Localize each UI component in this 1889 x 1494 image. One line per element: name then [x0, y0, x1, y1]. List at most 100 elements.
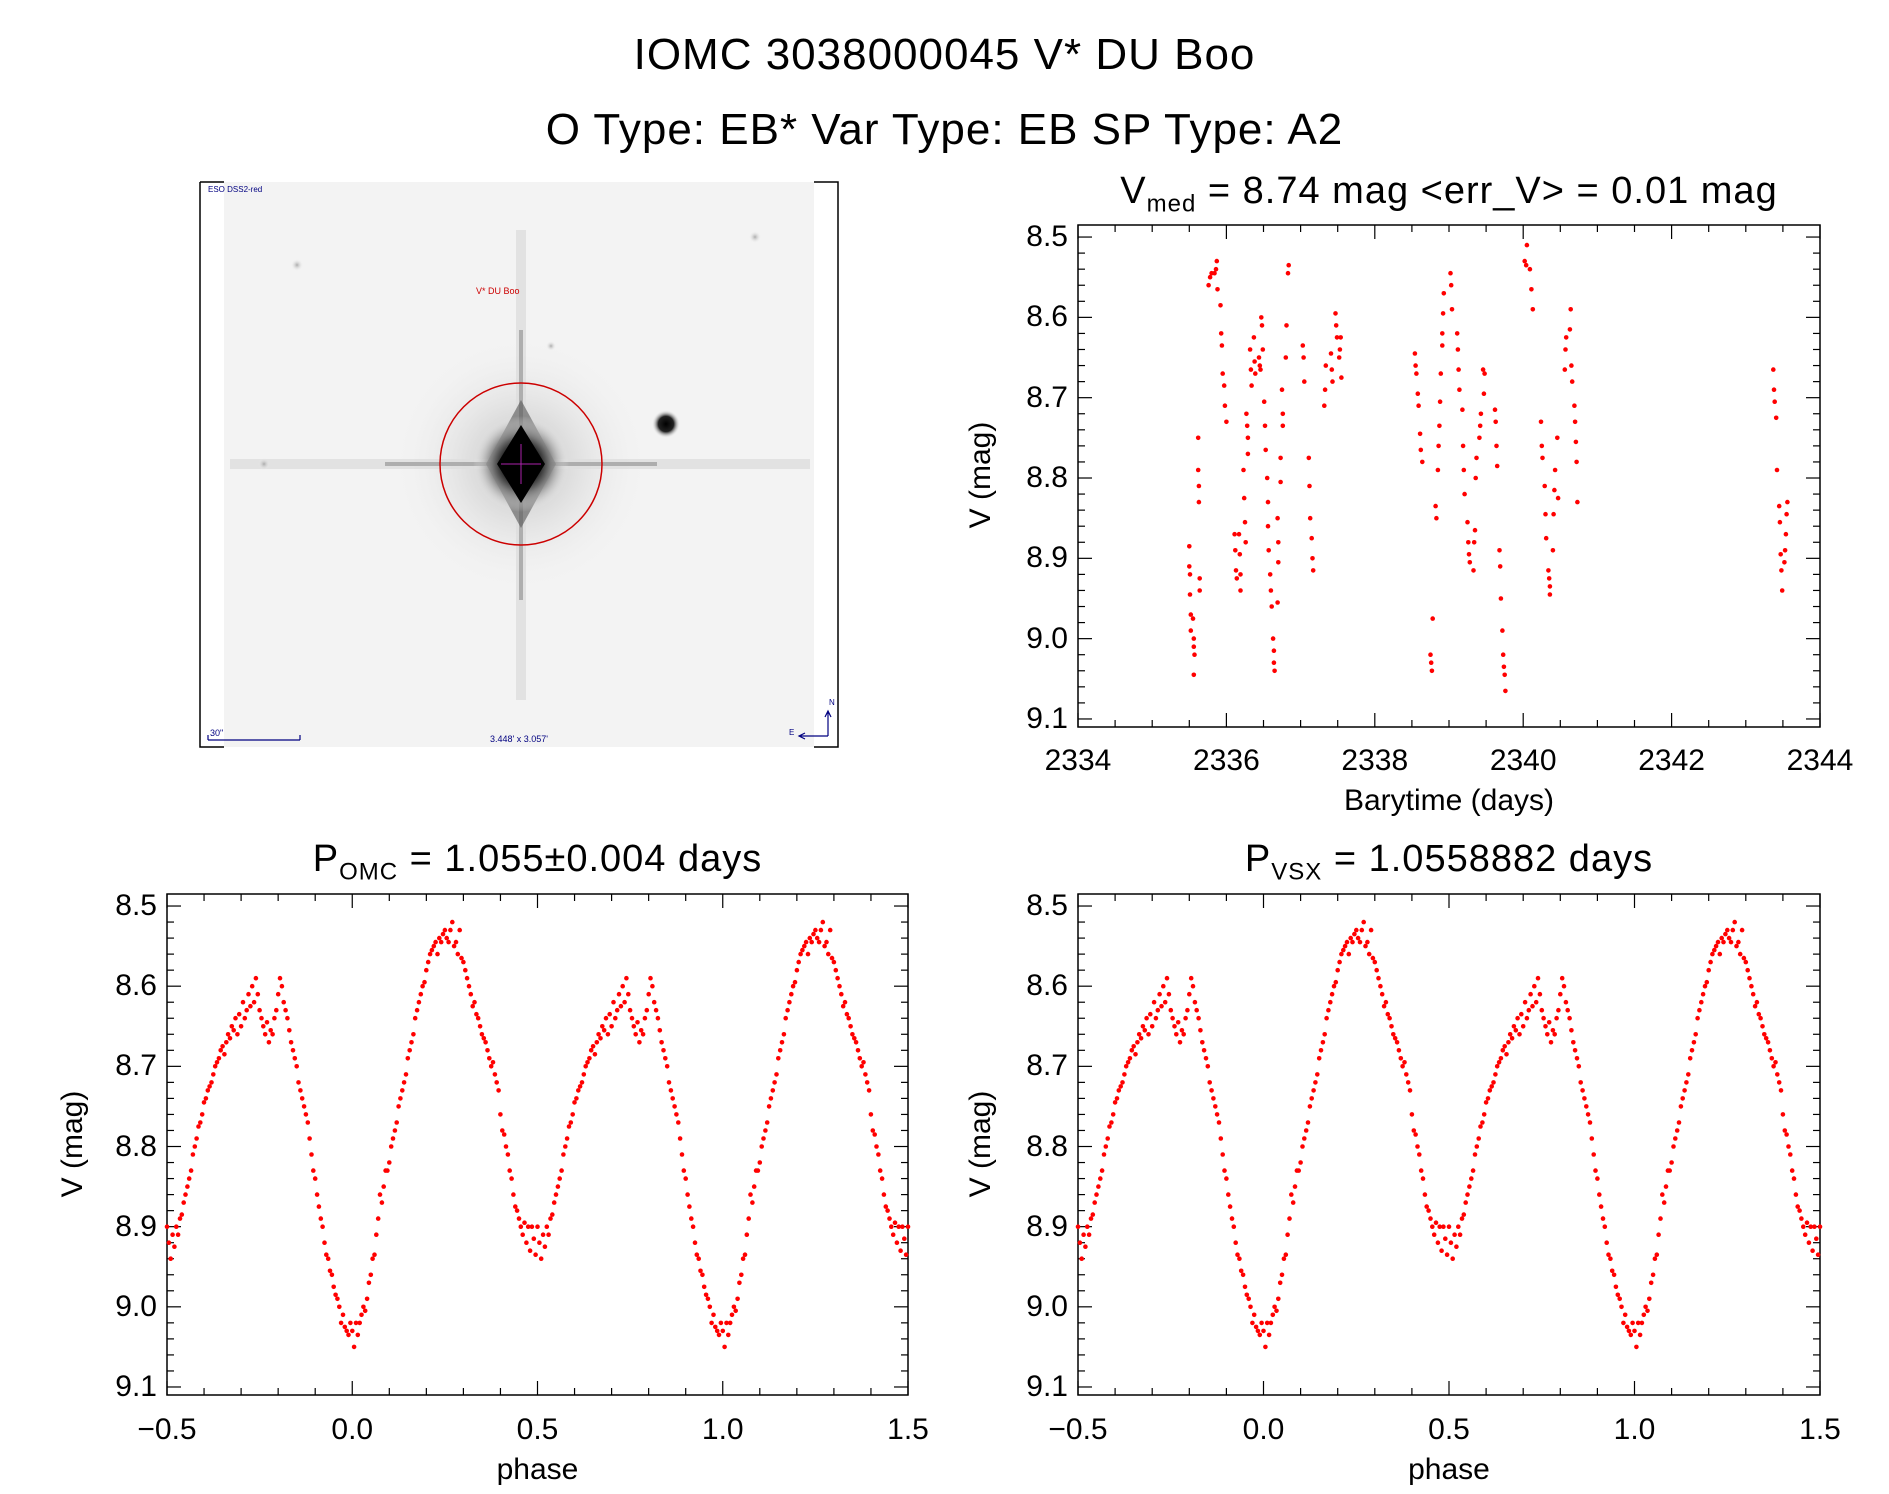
data-point [1138, 1036, 1144, 1041]
data-point [1635, 1320, 1641, 1326]
data-point [1259, 315, 1264, 320]
data-point [1075, 1224, 1081, 1229]
data-point [1502, 1044, 1507, 1049]
data-point [509, 1176, 514, 1181]
data-point [338, 1320, 344, 1326]
data-point [1276, 540, 1281, 545]
data-point [485, 1048, 490, 1053]
data-point [259, 1015, 264, 1021]
data-point [568, 1120, 574, 1125]
data-point [183, 1192, 188, 1197]
data-point [1461, 1212, 1467, 1217]
x-tick-label: 1.0 [1613, 1413, 1656, 1446]
data-point [829, 955, 835, 961]
y-tick-label: 8.9 [115, 1209, 157, 1243]
data-point [303, 1112, 309, 1117]
data-point [1322, 1032, 1327, 1037]
data-point [694, 1252, 700, 1257]
data-point [859, 1064, 864, 1069]
data-point [703, 1292, 709, 1298]
data-point [633, 1032, 638, 1037]
data-point [446, 939, 451, 945]
y-tick-label: 8.9 [1026, 1209, 1068, 1243]
data-point [1622, 1312, 1628, 1318]
data-point [392, 1128, 398, 1133]
data-point [1191, 672, 1197, 678]
data-point [1762, 1032, 1767, 1037]
data-point [1778, 552, 1783, 557]
data-point [1274, 1308, 1279, 1314]
data-point [1409, 1112, 1415, 1117]
data-point [1400, 1064, 1405, 1069]
data-point [179, 1212, 185, 1217]
data-point [1414, 371, 1419, 376]
data-point [494, 1080, 500, 1085]
y-tick-label: 9.1 [115, 1369, 157, 1403]
data-point [805, 951, 811, 957]
data-point [1396, 1048, 1402, 1053]
data-point [1350, 939, 1355, 945]
data-point [361, 1304, 366, 1310]
data-point [1708, 959, 1713, 965]
data-point [1526, 1007, 1532, 1013]
data-point [1467, 560, 1473, 565]
data-point [416, 999, 422, 1005]
data-point [1565, 1007, 1570, 1013]
data-point [299, 1096, 305, 1101]
data-point [1494, 1064, 1500, 1069]
data-point [1702, 983, 1708, 989]
data-point [481, 1036, 487, 1041]
data-point [1444, 1252, 1450, 1257]
data-point [1563, 347, 1568, 352]
x-tick-label: 2338 [1341, 744, 1409, 777]
data-point [1535, 975, 1541, 981]
data-point [1300, 1144, 1305, 1149]
data-point [1678, 1104, 1684, 1109]
data-point [1212, 270, 1217, 276]
data-point [190, 1152, 196, 1157]
data-point [1392, 1036, 1398, 1041]
data-point [248, 1003, 253, 1009]
data-point [1750, 991, 1756, 997]
data-point [768, 1096, 774, 1101]
y-tick-label: 8.7 [1026, 1049, 1068, 1083]
title-main: P [1244, 838, 1272, 880]
data-point [1422, 1192, 1428, 1197]
data-point [1148, 1011, 1153, 1017]
data-point [251, 999, 257, 1005]
data-point [229, 1024, 235, 1029]
data-point [437, 935, 442, 941]
data-point [892, 1220, 898, 1225]
data-point [1222, 1168, 1227, 1173]
data-point [1532, 983, 1537, 989]
data-point [438, 939, 444, 945]
data-point [1218, 1136, 1224, 1141]
data-point [1300, 343, 1306, 348]
data-point [1374, 967, 1379, 973]
data-point [792, 979, 798, 985]
data-point [1680, 1096, 1685, 1101]
data-point [1552, 1032, 1557, 1037]
data-point [1469, 1176, 1474, 1181]
data-point [1777, 519, 1783, 525]
data-point [283, 1007, 288, 1013]
data-point [1710, 951, 1715, 957]
data-point [1719, 935, 1724, 941]
data-point [401, 1080, 407, 1085]
data-point [305, 1120, 311, 1125]
x-axis-label: phase [1408, 1453, 1490, 1486]
data-point [1271, 648, 1277, 653]
data-point [831, 959, 837, 965]
data-point [1758, 1015, 1763, 1021]
data-point [194, 1136, 199, 1141]
data-point [212, 1064, 218, 1069]
data-point [824, 939, 829, 945]
data-point [663, 1056, 668, 1061]
data-point [1357, 939, 1363, 945]
data-point [225, 1032, 231, 1037]
data-point [1546, 576, 1552, 581]
data-point [890, 1232, 896, 1237]
data-point [1545, 1032, 1550, 1037]
data-point [1799, 1216, 1804, 1221]
